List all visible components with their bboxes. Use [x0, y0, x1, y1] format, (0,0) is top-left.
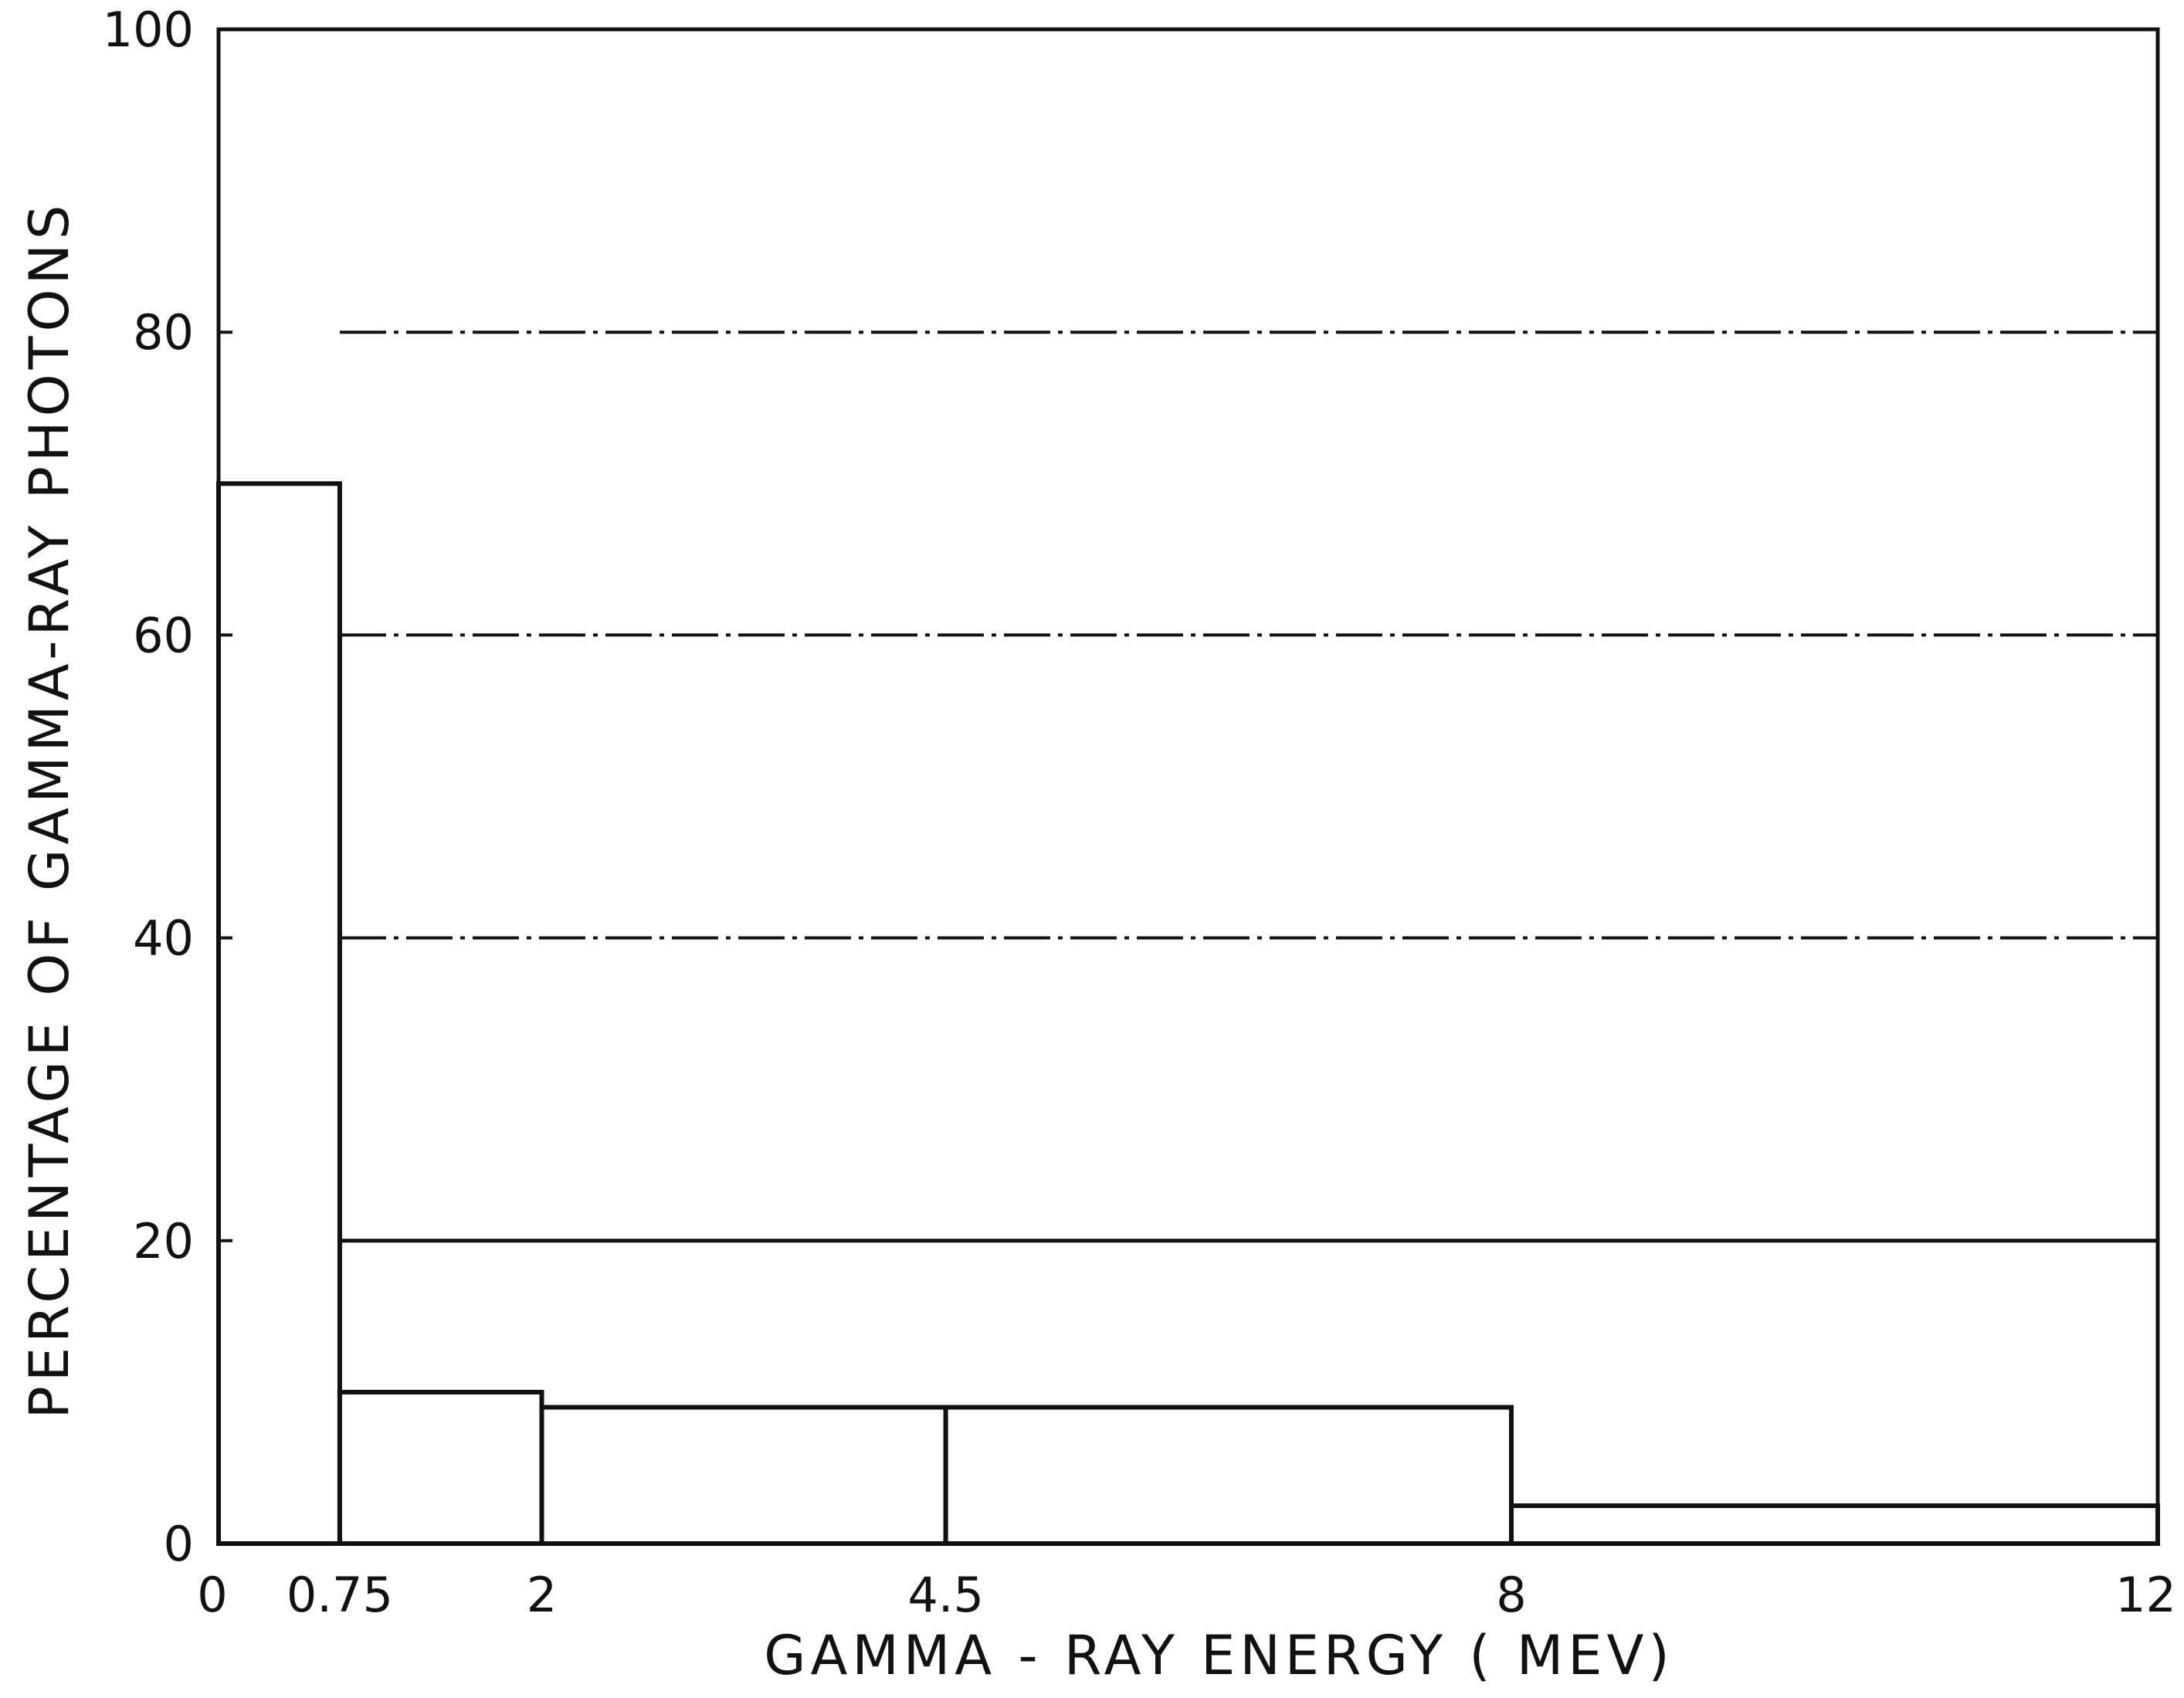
x-axis-ticks: 0 0.75 2 4.5 8 12 [197, 1530, 2176, 1623]
x-tick-label-2: 2 [527, 1567, 557, 1623]
y-axis-title: PERCENTAGE OF GAMMA-RAY PHOTONS [18, 201, 81, 1419]
histogram-bins [216, 481, 2160, 1547]
gridlines [339, 330, 2158, 1243]
x-tick-label-12: 12 [2115, 1567, 2176, 1623]
y-tick-label-100: 100 [103, 2, 194, 58]
x-tick-label-0: 0 [197, 1567, 227, 1623]
plot-frame [216, 27, 2160, 1546]
bin-0 [216, 481, 342, 1546]
x-tick-label-0.75: 0.75 [287, 1567, 393, 1623]
y-tick-label-0: 0 [164, 1516, 194, 1572]
y-tick-label-60: 60 [133, 607, 194, 663]
x-tick-label-8: 8 [1496, 1567, 1526, 1623]
y-tick-label-40: 40 [133, 910, 194, 967]
bin-2 [539, 1405, 948, 1547]
bin-3 [943, 1405, 1514, 1547]
bin-4 [1509, 1503, 2160, 1546]
x-axis-title: GAMMA - RAY ENERGY ( MEV) [764, 1624, 1674, 1687]
y-tick-label-80: 80 [133, 304, 194, 361]
x-tick-label-4.5: 4.5 [907, 1567, 984, 1623]
y-tick-label-20: 20 [133, 1213, 194, 1269]
y-axis-ticks: 0 20 40 60 80 100 [103, 2, 232, 1572]
bin-1 [337, 1389, 544, 1547]
